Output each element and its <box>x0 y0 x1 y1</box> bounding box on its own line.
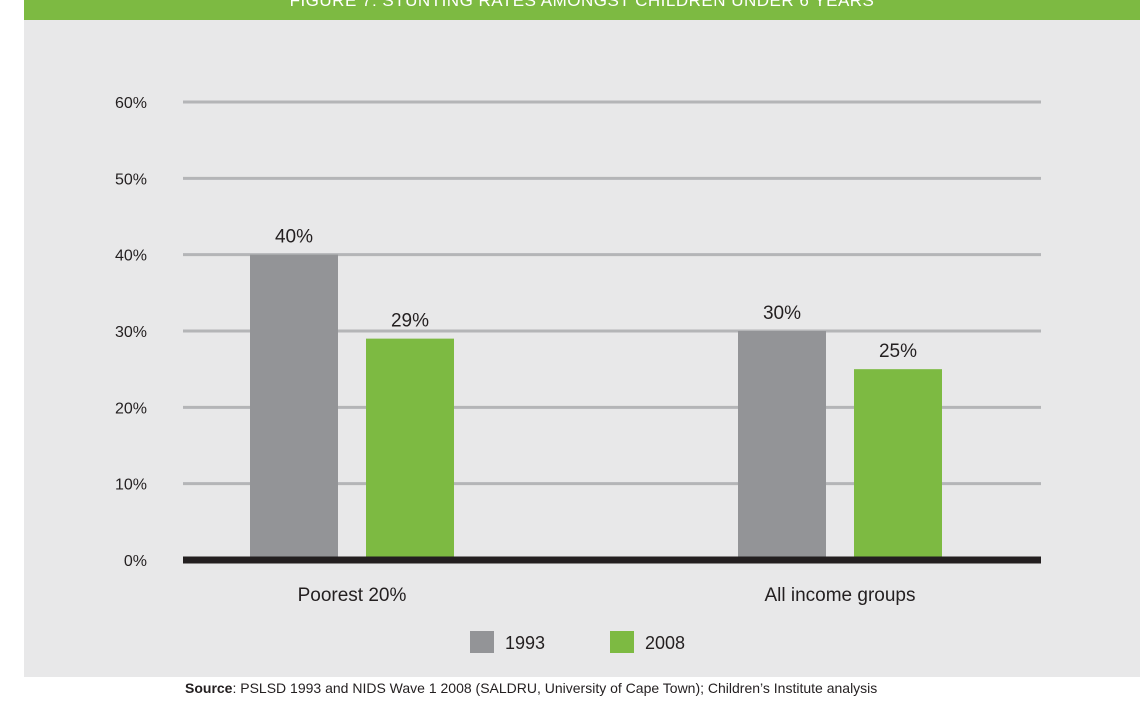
data-label: 25% <box>879 341 917 362</box>
bar-2008-1 <box>366 338 454 560</box>
y-tick-label: 10% <box>115 477 147 494</box>
x-category-label: All income groups <box>764 585 915 606</box>
chart-title: FIGURE 7: STUNTING RATES AMONGST CHILDRE… <box>289 0 875 10</box>
source-note: Source: PSLSD 1993 and NIDS Wave 1 2008 … <box>185 680 877 696</box>
bar-1993-2 <box>738 331 826 560</box>
legend-swatch-2008 <box>610 631 634 653</box>
chart-panel <box>24 0 1140 677</box>
y-tick-label: 50% <box>115 171 147 188</box>
legend-label: 2008 <box>645 633 685 653</box>
x-category-label: Poorest 20% <box>298 585 407 606</box>
legend-label: 1993 <box>505 633 545 653</box>
bar-1993-1 <box>250 254 338 560</box>
data-label: 30% <box>763 303 801 324</box>
y-tick-label: 30% <box>115 324 147 341</box>
y-tick-label: 20% <box>115 400 147 417</box>
source-text: : PSLSD 1993 and NIDS Wave 1 2008 (SALDR… <box>232 680 878 696</box>
y-tick-label: 0% <box>124 553 147 570</box>
y-tick-label: 60% <box>115 95 147 112</box>
source-label: Source <box>185 680 233 696</box>
title-bar: FIGURE 7: STUNTING RATES AMONGST CHILDRE… <box>24 0 1140 20</box>
data-label: 40% <box>275 227 313 248</box>
data-label: 29% <box>391 311 429 332</box>
legend-swatch-1993 <box>470 631 494 653</box>
bar-2008-2 <box>854 369 942 560</box>
y-tick-label: 40% <box>115 248 147 265</box>
